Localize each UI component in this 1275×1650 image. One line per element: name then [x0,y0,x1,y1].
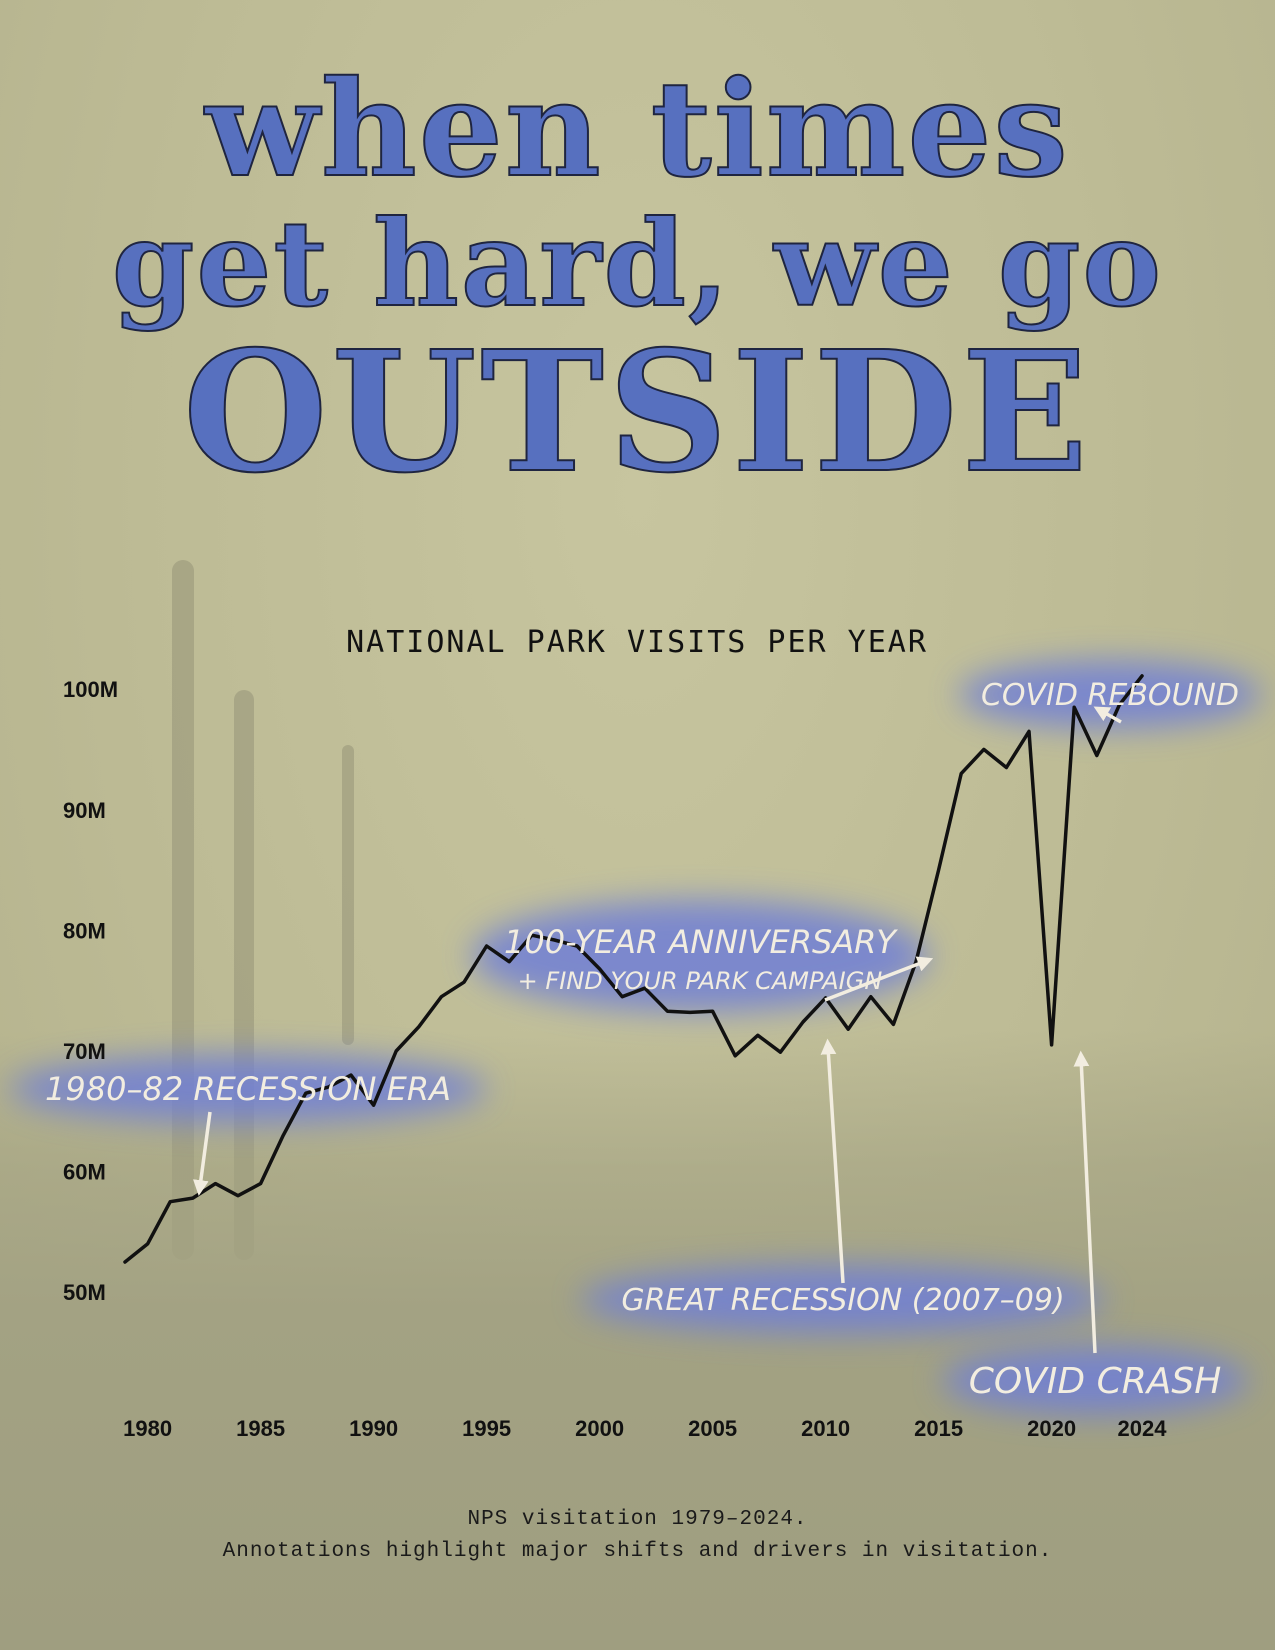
chart-title: NATIONAL PARK VISITS PER YEAR [346,625,928,660]
headline-line-1: when times [204,52,1070,207]
annotation-arrow [1093,706,1122,724]
annotation-recession-80s: 1980–82 RECESSION ERA [45,1070,451,1108]
y-tick-label: 90M [63,798,106,823]
y-tick-label: 70M [63,1039,106,1064]
y-tick-label: 80M [63,918,106,943]
annotation-arrow [820,1038,845,1284]
x-tick-label: 2005 [688,1416,737,1441]
annotation-covid-rebound: COVID REBOUND [981,678,1239,713]
x-tick-label: 1985 [236,1416,285,1441]
annotation-glow [942,1346,1248,1415]
desert-ground [0,1030,1275,1650]
x-tick-label: 2015 [914,1416,963,1441]
annotation-glow [471,899,929,1012]
annotation-glow [959,660,1261,729]
y-tick-label: 50M [63,1280,106,1305]
footer-note: Annotations highlight major shifts and d… [222,1540,1053,1563]
cactus-silhouette [342,745,354,1045]
footer-source: NPS visitation 1979–2024. [467,1508,808,1531]
x-tick-label: 2000 [575,1416,624,1441]
x-tick-label: 2020 [1027,1416,1076,1441]
x-tick-label: 1980 [123,1416,172,1441]
annotation-arrow [193,1111,212,1196]
footer: NPS visitation 1979–2024. Annotations hi… [0,1504,1275,1568]
y-tick-label: 100M [63,677,118,702]
annotation-glow [9,1054,487,1123]
annotation-glow [580,1265,1106,1334]
annotation-anniversary-subtext: + FIND YOUR PARK CAMPAIGN [518,967,883,995]
headline-line-3: OUTSIDE [182,315,1092,510]
x-tick-label: 2010 [801,1416,850,1441]
y-tick-label: 60M [63,1160,106,1185]
annotation-covid-crash: COVID CRASH [969,1361,1222,1402]
annotation-great-recession: GREAT RECESSION (2007–09) [621,1283,1064,1318]
annotation-arrow [1073,1050,1097,1354]
headline: when times get hard, we go OUTSIDE [0,52,1275,510]
headline-line-2: get hard, we go [111,194,1164,333]
x-tick-label: 2024 [1118,1416,1168,1441]
x-tick-label: 1995 [462,1416,511,1441]
annotation-anniversary: 100-YEAR ANNIVERSARY [504,923,898,961]
annotation-arrow [824,956,934,1002]
x-tick-label: 1990 [349,1416,398,1441]
series-line [123,674,1144,1264]
